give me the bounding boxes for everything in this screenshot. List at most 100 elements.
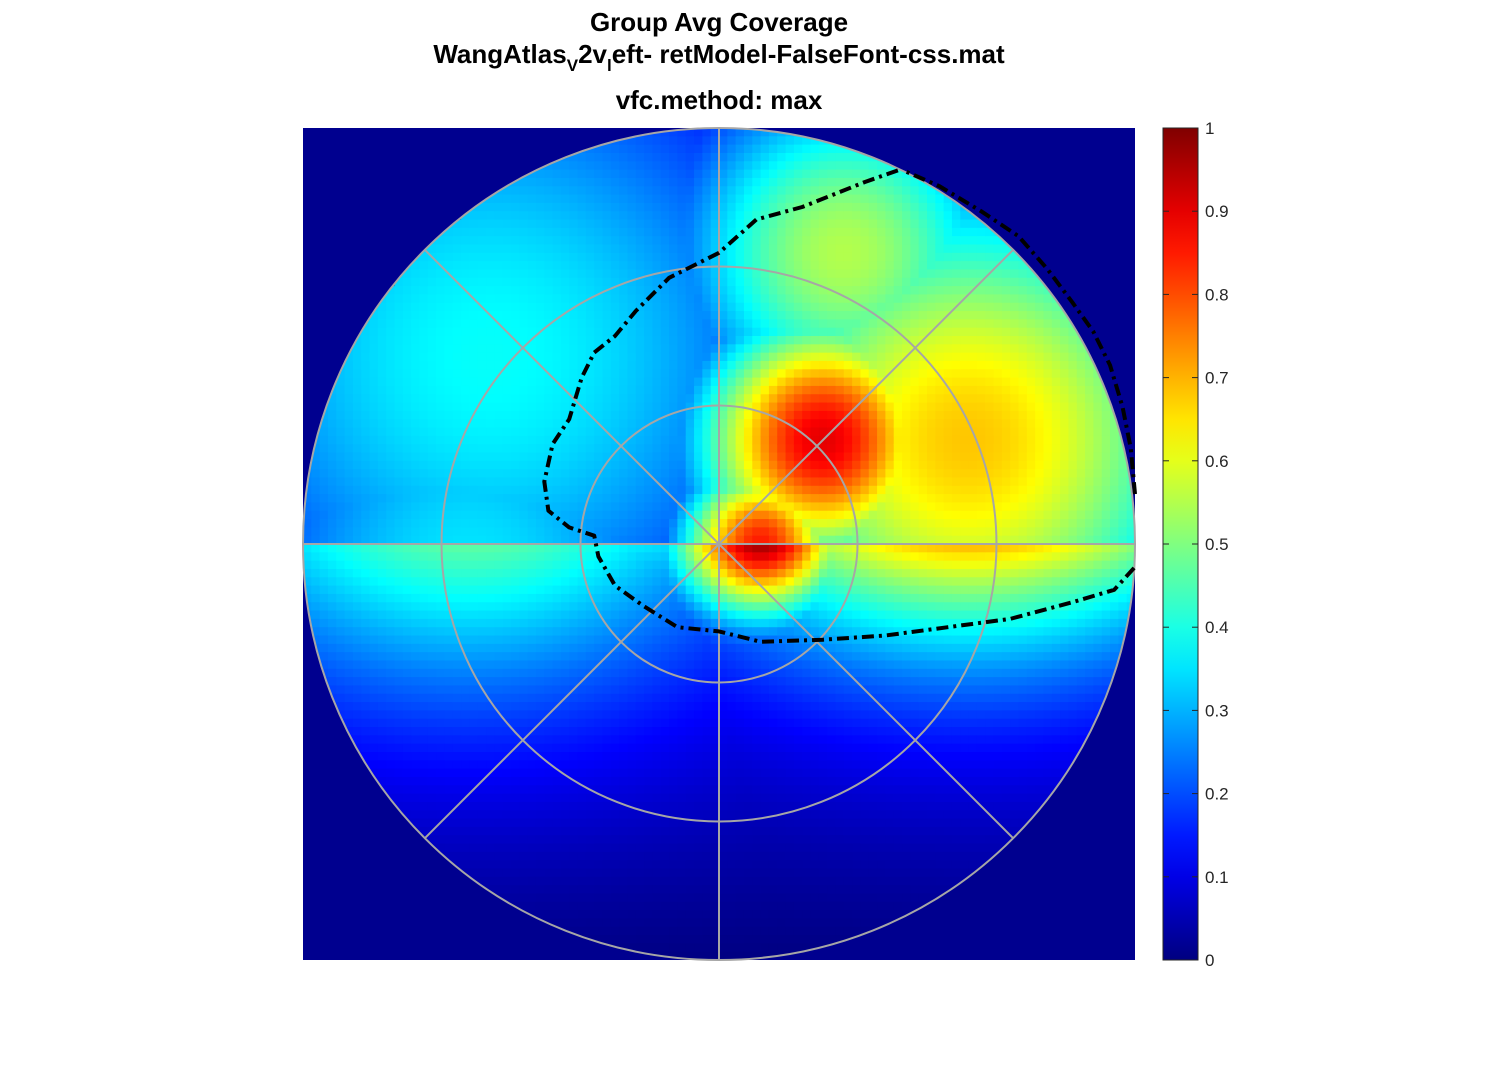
heatmap-cell xyxy=(719,776,728,786)
heatmap-cell xyxy=(777,227,787,237)
heatmap-cell xyxy=(602,810,612,820)
heatmap-cell xyxy=(461,394,470,404)
heatmap-cell xyxy=(477,227,487,237)
heatmap-cell xyxy=(535,776,545,786)
heatmap-cell xyxy=(436,835,446,845)
heatmap-cell xyxy=(577,302,587,312)
heatmap-cell xyxy=(760,893,770,903)
heatmap-cell xyxy=(535,826,545,836)
heatmap-cell xyxy=(610,261,620,271)
heatmap-cell xyxy=(569,360,579,370)
heatmap-cell xyxy=(727,469,737,479)
heatmap-cell xyxy=(660,918,670,928)
heatmap-cell xyxy=(560,435,570,445)
heatmap-cell xyxy=(419,469,429,479)
heatmap-cell xyxy=(669,643,678,653)
heatmap-cell xyxy=(760,718,770,728)
heatmap-cell xyxy=(544,419,554,429)
heatmap-cell xyxy=(677,535,687,545)
heatmap-cell xyxy=(702,194,712,204)
heatmap-cell xyxy=(627,152,637,162)
heatmap-cell xyxy=(710,519,720,528)
heatmap-cell xyxy=(377,660,387,670)
heatmap-cell xyxy=(394,377,404,387)
heatmap-cell xyxy=(377,435,387,445)
heatmap-cell xyxy=(652,618,662,628)
heatmap-cell xyxy=(494,718,504,728)
heatmap-cell xyxy=(369,652,379,662)
heatmap-cell xyxy=(461,460,470,470)
heatmap-cell xyxy=(502,385,512,395)
heatmap-cell xyxy=(444,469,454,479)
heatmap-cell xyxy=(502,219,512,229)
heatmap-cell xyxy=(552,552,562,562)
heatmap-cell xyxy=(527,202,537,212)
heatmap-cell xyxy=(577,427,587,437)
heatmap-cell xyxy=(594,527,604,537)
heatmap-cell xyxy=(511,419,520,429)
heatmap-cell xyxy=(402,477,412,487)
heatmap-cell xyxy=(735,801,745,811)
heatmap-cell xyxy=(444,311,454,320)
heatmap-cell xyxy=(627,327,637,337)
heatmap-cell xyxy=(710,710,720,720)
heatmap-cell xyxy=(610,377,620,387)
heatmap-cell xyxy=(644,910,654,919)
heatmap-cell xyxy=(777,452,787,462)
heatmap-cell xyxy=(719,560,728,570)
heatmap-cell xyxy=(727,602,737,612)
heatmap-cell xyxy=(727,935,737,944)
heatmap-cell xyxy=(411,602,421,612)
heatmap-cell xyxy=(685,843,695,853)
heatmap-cell xyxy=(777,385,787,395)
heatmap-cell xyxy=(602,876,612,886)
heatmap-cell xyxy=(377,469,387,479)
heatmap-cell xyxy=(511,760,520,770)
heatmap-cell xyxy=(735,169,745,179)
heatmap-cell xyxy=(727,727,737,736)
heatmap-cell xyxy=(785,677,795,687)
heatmap-cell xyxy=(735,568,745,578)
heatmap-cell xyxy=(694,377,703,387)
heatmap-cell xyxy=(502,585,512,595)
heatmap-cell xyxy=(519,236,529,246)
heatmap-cell xyxy=(768,710,778,720)
heatmap-cell xyxy=(577,910,587,919)
heatmap-cell xyxy=(727,793,737,803)
heatmap-cell xyxy=(652,277,662,287)
heatmap-cell xyxy=(411,277,421,287)
heatmap-cell xyxy=(793,269,803,279)
heatmap-cell xyxy=(785,444,795,454)
heatmap-cell xyxy=(502,452,512,462)
heatmap-cell xyxy=(544,377,554,387)
heatmap-cell xyxy=(719,211,728,221)
heatmap-cell xyxy=(411,535,421,545)
heatmap-cell xyxy=(477,527,487,537)
heatmap-cell xyxy=(594,261,604,271)
heatmap-cell xyxy=(635,585,645,595)
heatmap-cell xyxy=(552,793,562,803)
heatmap-cell xyxy=(768,627,778,637)
heatmap-cell xyxy=(619,743,629,753)
heatmap-cell xyxy=(635,901,645,911)
heatmap-cell xyxy=(719,768,728,778)
heatmap-cell xyxy=(552,194,562,204)
heatmap-cell xyxy=(635,385,645,395)
heatmap-cell xyxy=(527,427,537,437)
heatmap-cell xyxy=(719,352,728,362)
heatmap-cell xyxy=(527,835,537,845)
heatmap-cell xyxy=(560,302,570,312)
heatmap-cell xyxy=(452,810,462,820)
heatmap-cell xyxy=(469,544,479,553)
heatmap-cell xyxy=(386,344,396,354)
heatmap-cell xyxy=(344,610,354,620)
heatmap-cell xyxy=(494,810,504,820)
heatmap-cell xyxy=(461,344,470,354)
heatmap-cell xyxy=(652,710,662,720)
heatmap-cell xyxy=(494,851,504,861)
heatmap-cell xyxy=(660,319,670,329)
heatmap-cell xyxy=(752,435,762,445)
heatmap-cell xyxy=(569,535,579,545)
heatmap-cell xyxy=(486,410,495,420)
heatmap-cell xyxy=(352,735,362,745)
